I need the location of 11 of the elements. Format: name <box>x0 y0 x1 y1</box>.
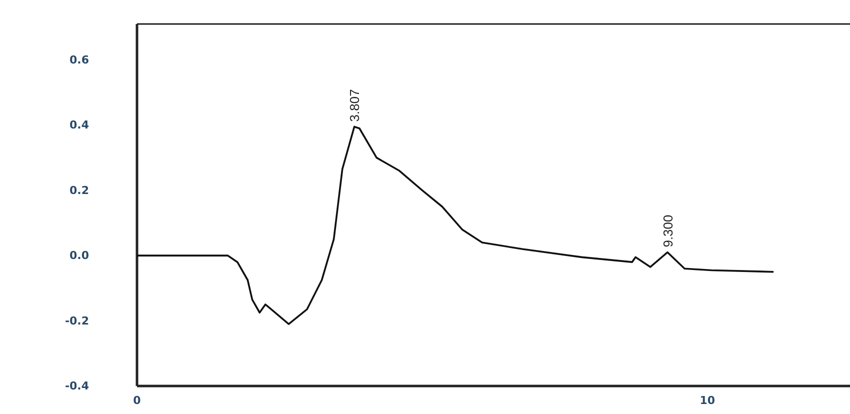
annotation: 9.300 <box>660 214 676 248</box>
annotation: 3.807 <box>347 89 362 122</box>
y-tick-label: 0.4 <box>70 118 90 132</box>
y-tick-label: -0.2 <box>64 314 89 328</box>
line-series <box>136 126 774 325</box>
y-tick-label: 0.2 <box>70 184 89 197</box>
x-tick-label: 0 <box>133 394 142 407</box>
y-tick-label: -0.4 <box>64 380 90 393</box>
y-tick-label: 0.6 <box>70 53 90 66</box>
x-tick-label: 10 <box>700 394 716 407</box>
y-tick-label: 0.0 <box>70 249 90 262</box>
